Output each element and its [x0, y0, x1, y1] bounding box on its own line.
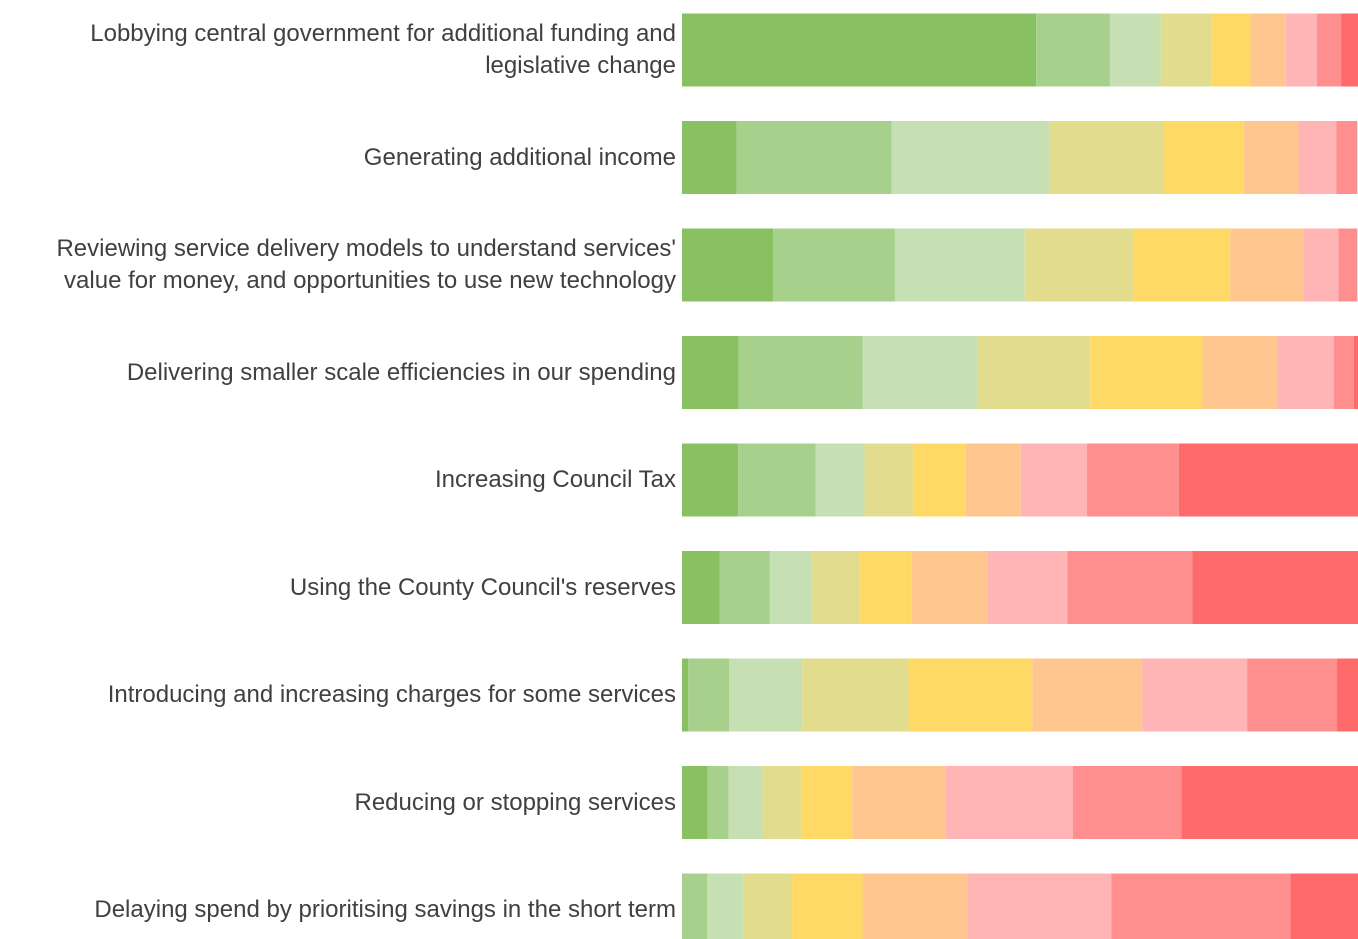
bar-segment	[977, 336, 1091, 409]
bar-segment	[1243, 121, 1299, 194]
category-label: Reducing or stopping services	[354, 788, 676, 816]
bar-segment	[859, 551, 912, 624]
bar-segment	[891, 121, 1050, 194]
bar-segment	[738, 336, 863, 409]
bar-segment	[801, 766, 853, 839]
bar-segment	[1303, 228, 1339, 302]
category-label: Delivering smaller scale efficiencies in…	[126, 358, 676, 386]
bar-segment	[682, 766, 708, 839]
bar-segment	[1160, 13, 1212, 87]
bar-segment	[1285, 13, 1317, 87]
bar-segment	[682, 443, 739, 517]
bar-segment	[1090, 336, 1203, 409]
category-label: Lobbying central government for addition…	[90, 20, 676, 79]
bar-segment	[1024, 228, 1134, 302]
bar-segment	[1178, 443, 1358, 517]
bar-segment	[762, 766, 802, 839]
bar-segment	[908, 658, 1033, 732]
bar-segment	[769, 551, 812, 624]
bar-segment	[1247, 658, 1338, 732]
bar-segment	[1316, 13, 1342, 87]
bar-segment	[1049, 121, 1164, 194]
bar-segment	[1086, 443, 1179, 517]
bar-segment	[682, 873, 708, 939]
bar-segment	[862, 873, 968, 939]
bar-segment	[852, 766, 946, 839]
category-label: Reviewing service delivery models to und…	[56, 235, 676, 294]
bar-segment	[987, 551, 1068, 624]
category-label: Delaying spend by prioritising savings i…	[94, 896, 676, 923]
bar-segment	[1036, 13, 1110, 87]
bar-segment	[1133, 228, 1231, 302]
bar-segment	[802, 658, 909, 732]
bar-segment	[738, 443, 816, 517]
bar-segment	[682, 228, 774, 302]
bar-segment	[1250, 13, 1286, 87]
bar-segment	[682, 13, 1037, 87]
category-label: Generating additional income	[363, 143, 676, 171]
bar-segment	[811, 551, 860, 624]
bar-segment	[688, 658, 730, 732]
bar-segment	[1067, 551, 1193, 624]
bar-segment	[913, 443, 966, 517]
bar-segment	[1341, 13, 1358, 87]
bar-segment	[742, 873, 792, 939]
bar-segment	[965, 443, 1021, 517]
bar-segment	[1277, 336, 1334, 409]
category-label: Increasing Council Tax	[434, 466, 676, 493]
bar-segment	[1353, 336, 1358, 409]
bar-segment	[707, 873, 743, 939]
bar-segment	[1211, 13, 1251, 87]
bar-segment	[1072, 766, 1182, 839]
bar-segment	[1337, 658, 1358, 732]
bar-segment	[1192, 551, 1358, 624]
bar-segment	[894, 228, 1025, 302]
bar-segment	[719, 551, 770, 624]
bar-segment	[1338, 228, 1358, 302]
bar-segment	[864, 443, 914, 517]
bar-segment	[791, 873, 863, 939]
bar-segment	[682, 336, 739, 409]
bar-segment	[736, 121, 892, 194]
bar-segment	[1181, 766, 1358, 839]
bar-segment	[1020, 443, 1087, 517]
bar-segment	[682, 551, 720, 624]
bar-segment	[707, 766, 729, 839]
bar-segment	[967, 873, 1112, 939]
bar-segment	[862, 336, 978, 409]
bar-segment	[1109, 13, 1161, 87]
bar-segment	[682, 121, 737, 194]
bar-segment	[1202, 336, 1278, 409]
category-label: Using the County Council's reserves	[289, 573, 676, 601]
category-label: Introducing and increasing charges for s…	[107, 681, 676, 708]
bar-segment	[1142, 658, 1248, 732]
bar-segment	[945, 766, 1073, 839]
bar-segment	[1111, 873, 1291, 939]
bar-segment	[1298, 121, 1337, 194]
bar-segment	[773, 228, 895, 302]
bar-segment	[728, 766, 763, 839]
bar-segment	[1230, 228, 1304, 302]
bar-segment	[1163, 121, 1244, 194]
bar-segment	[1290, 873, 1358, 939]
bar-segment	[729, 658, 803, 732]
bar-segment	[682, 658, 689, 732]
bar-segment	[1336, 121, 1358, 194]
bar-segment	[911, 551, 988, 624]
bar-segment	[1333, 336, 1354, 409]
bar-segment	[815, 443, 865, 517]
bar-segment	[1032, 658, 1143, 732]
